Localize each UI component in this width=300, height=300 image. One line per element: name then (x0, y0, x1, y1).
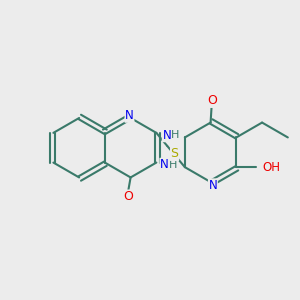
Text: N: N (208, 179, 217, 192)
Text: H: H (171, 130, 179, 140)
Text: S: S (171, 147, 178, 161)
Text: OH: OH (262, 160, 280, 174)
Text: N: N (160, 158, 169, 171)
Text: N: N (162, 129, 171, 142)
Text: O: O (207, 94, 217, 107)
Text: N: N (125, 109, 134, 122)
Text: H: H (169, 160, 178, 170)
Text: O: O (123, 190, 133, 203)
